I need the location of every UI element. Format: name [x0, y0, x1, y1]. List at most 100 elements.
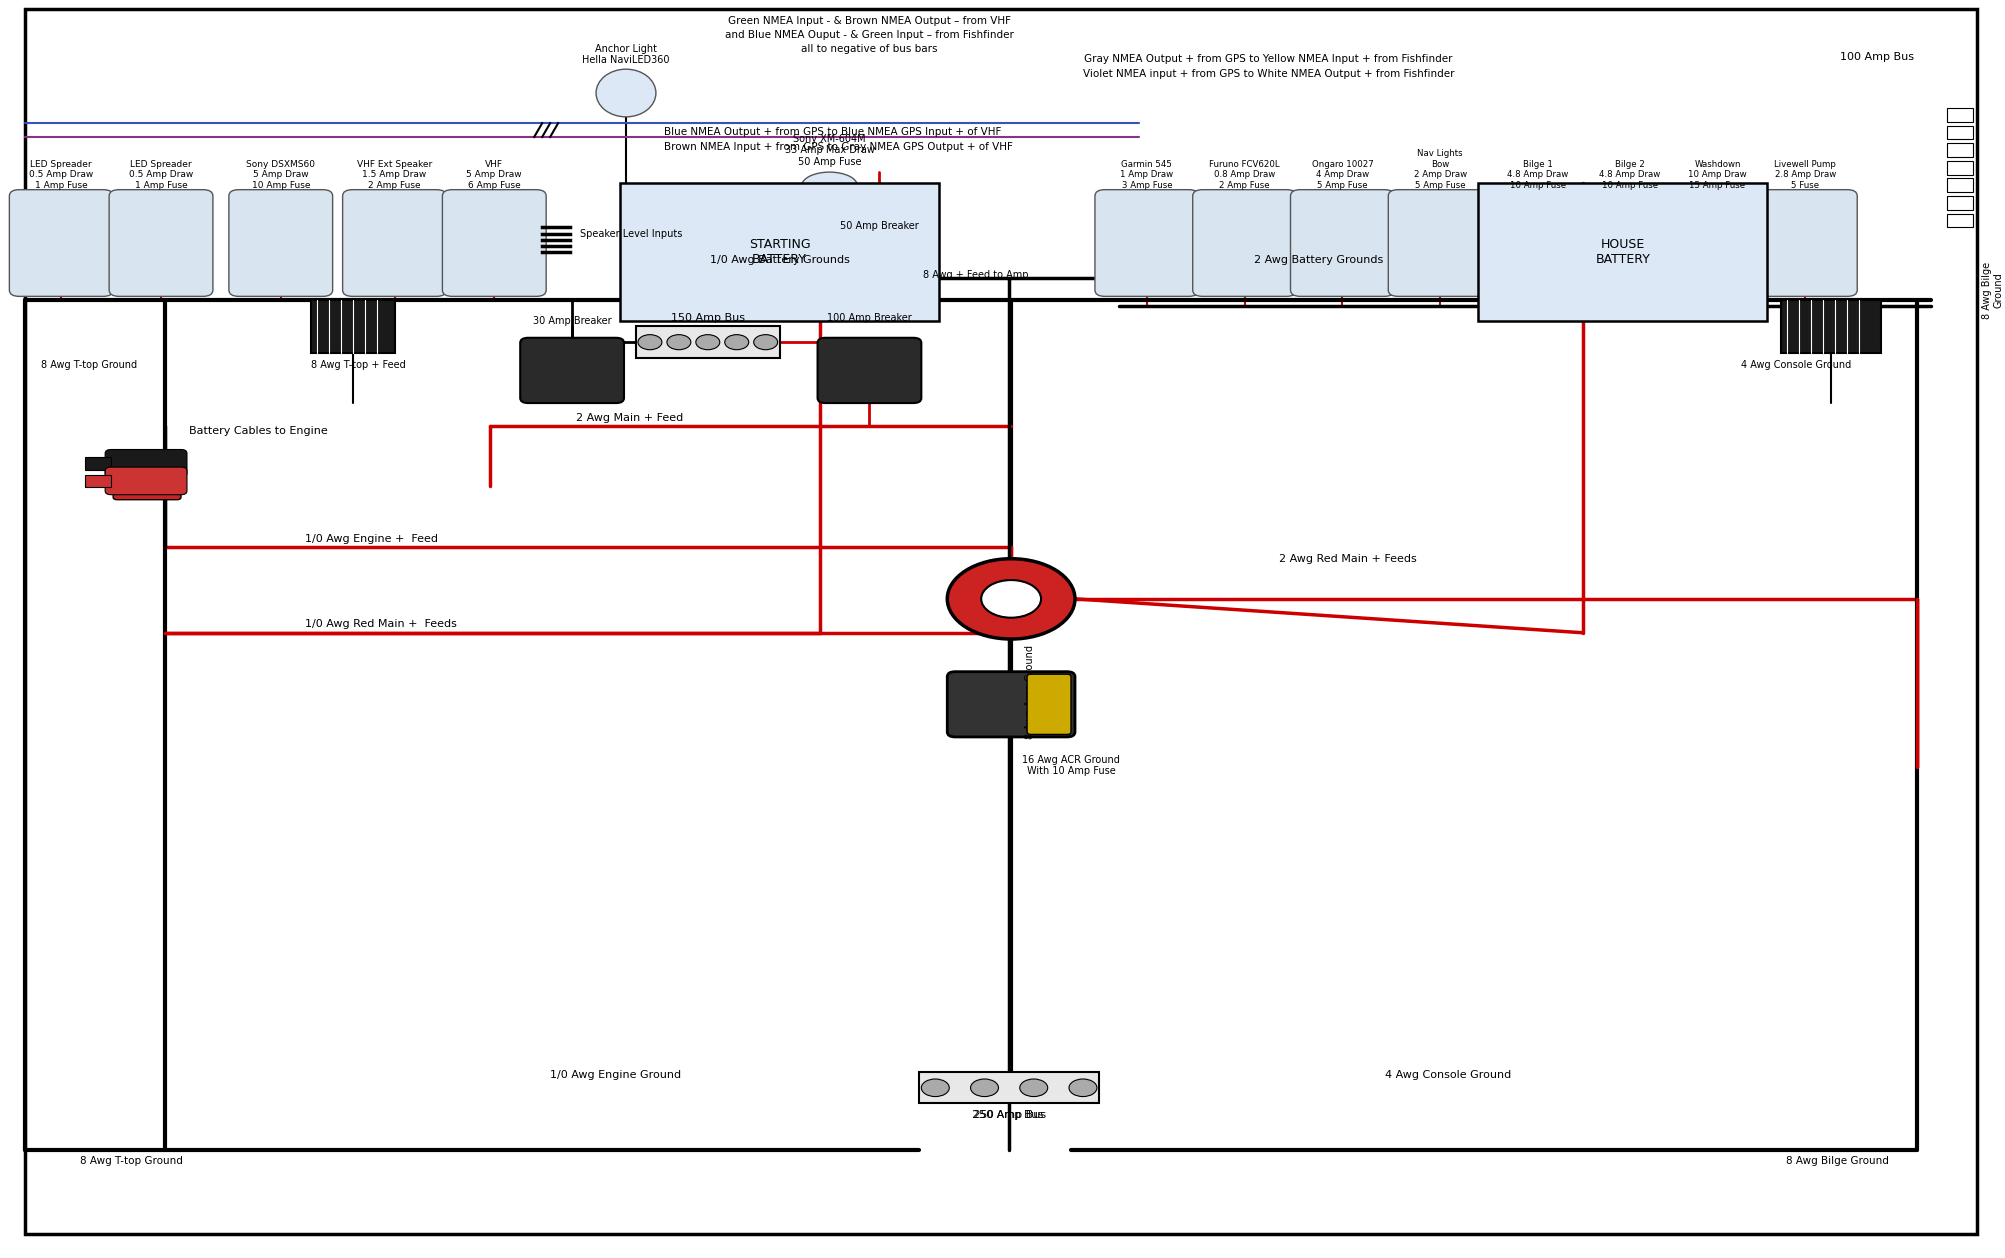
Circle shape [638, 335, 662, 350]
Text: 150 Amp Bus: 150 Amp Bus [670, 313, 744, 323]
Text: 250 Amp Bus: 250 Amp Bus [974, 1110, 1043, 1120]
Bar [1947, 126, 1973, 140]
FancyBboxPatch shape [836, 235, 922, 291]
Text: 2 Awg Red Main + Feeds: 2 Awg Red Main + Feeds [1277, 554, 1416, 564]
Text: 30 Amp Breaker: 30 Amp Breaker [533, 317, 612, 327]
Circle shape [724, 335, 748, 350]
Text: STARTING
BATTERY: STARTING BATTERY [748, 239, 810, 267]
Text: HOUSE
BATTERY: HOUSE BATTERY [1594, 239, 1650, 267]
FancyBboxPatch shape [1752, 190, 1857, 297]
Text: 8 Awg Bilge
Ground: 8 Awg Bilge Ground [1981, 262, 2003, 318]
FancyBboxPatch shape [108, 190, 213, 297]
Text: 1/0 Awg Engine Ground: 1/0 Awg Engine Ground [549, 1069, 682, 1079]
Text: 50 Amp Breaker: 50 Amp Breaker [840, 221, 918, 231]
Text: Livewell Pump
2.8 Amp Draw
5 Fuse: Livewell Pump 2.8 Amp Draw 5 Fuse [1774, 160, 1835, 190]
FancyBboxPatch shape [818, 338, 920, 403]
FancyBboxPatch shape [104, 467, 186, 494]
Bar [1947, 108, 1973, 122]
FancyBboxPatch shape [946, 672, 1075, 737]
Text: VHF
5 Amp Draw
6 Amp Fuse: VHF 5 Amp Draw 6 Amp Fuse [467, 160, 521, 190]
Circle shape [696, 335, 720, 350]
Text: 8 Awg Bilge Ground: 8 Awg Bilge Ground [1784, 1156, 1889, 1166]
Text: 8 Awg Amp Ground: 8 Awg Amp Ground [1025, 645, 1035, 738]
Text: 1/0 Awg Engine +  Feed: 1/0 Awg Engine + Feed [305, 533, 437, 543]
Bar [84, 457, 110, 469]
Circle shape [754, 335, 778, 350]
Bar [1947, 214, 1973, 228]
Ellipse shape [802, 172, 856, 200]
Circle shape [1019, 1079, 1047, 1097]
Text: LED Spreader
0.5 Amp Draw
1 Amp Fuse: LED Spreader 0.5 Amp Draw 1 Amp Fuse [128, 160, 192, 190]
Text: Battery Cables to Engine: Battery Cables to Engine [188, 425, 327, 435]
Circle shape [1069, 1079, 1097, 1097]
Bar [1947, 196, 1973, 210]
Circle shape [980, 580, 1041, 618]
FancyBboxPatch shape [1664, 190, 1768, 297]
Bar [918, 1072, 1099, 1103]
Bar [1947, 161, 1973, 175]
Text: 100 Amp Breaker: 100 Amp Breaker [826, 313, 912, 323]
FancyBboxPatch shape [104, 449, 186, 477]
FancyBboxPatch shape [1027, 674, 1071, 735]
Text: all to negative of bus bars: all to negative of bus bars [800, 44, 936, 54]
Circle shape [920, 1079, 948, 1097]
Text: 8 Awg T-top Ground: 8 Awg T-top Ground [80, 1156, 182, 1166]
Text: 100 Amp Bus: 100 Amp Bus [1839, 52, 1913, 62]
FancyBboxPatch shape [443, 190, 545, 297]
Text: Speaker Level Inputs: Speaker Level Inputs [579, 229, 682, 239]
Bar [84, 474, 110, 487]
Text: 16 Awg ACR Ground
With 10 Amp Fuse: 16 Awg ACR Ground With 10 Amp Fuse [1021, 755, 1119, 776]
Text: Brown NMEA Input + from GPS to Gray NMEA GPS Output + of VHF: Brown NMEA Input + from GPS to Gray NMEA… [664, 142, 1013, 152]
Text: 8 Awg T-top Ground: 8 Awg T-top Ground [42, 360, 138, 370]
FancyBboxPatch shape [1289, 190, 1393, 297]
Bar [311, 301, 395, 352]
Text: Anchor Light
Hella NaviLED360: Anchor Light Hella NaviLED360 [581, 44, 670, 65]
Text: and Blue NMEA Ouput - & Green Input – from Fishfinder: and Blue NMEA Ouput - & Green Input – fr… [724, 30, 1013, 40]
Text: VHF Ext Speaker
1.5 Amp Draw
2 Amp Fuse: VHF Ext Speaker 1.5 Amp Draw 2 Amp Fuse [357, 160, 431, 190]
Bar [1947, 143, 1973, 157]
Bar [636, 327, 780, 357]
FancyBboxPatch shape [10, 190, 112, 297]
FancyBboxPatch shape [112, 472, 180, 499]
FancyBboxPatch shape [519, 338, 624, 403]
Text: 8 Awg T-top + Feed: 8 Awg T-top + Feed [311, 360, 405, 370]
FancyBboxPatch shape [1387, 190, 1492, 297]
Text: Blue NMEA Output + from GPS to Blue NMEA GPS Input + of VHF: Blue NMEA Output + from GPS to Blue NMEA… [664, 127, 1000, 137]
Circle shape [666, 335, 690, 350]
Text: 4 Awg Console Ground: 4 Awg Console Ground [1383, 1069, 1510, 1079]
Text: 4 Awg Console Ground: 4 Awg Console Ground [1740, 360, 1851, 370]
Circle shape [970, 1079, 998, 1097]
Text: 250 Amp Bus: 250 Amp Bus [972, 1110, 1047, 1120]
Text: Sony DSXMS60
5 Amp Draw
10 Amp Fuse: Sony DSXMS60 5 Amp Draw 10 Amp Fuse [247, 160, 315, 190]
Text: 2 Awg Battery Grounds: 2 Awg Battery Grounds [1253, 255, 1381, 265]
Bar [1478, 184, 1766, 322]
Bar [620, 184, 938, 322]
Text: 2 Awg Main + Feed: 2 Awg Main + Feed [575, 413, 684, 423]
Text: Violet NMEA input + from GPS to White NMEA Output + from Fishfinder: Violet NMEA input + from GPS to White NM… [1083, 69, 1454, 79]
Circle shape [946, 559, 1075, 639]
Bar [1947, 179, 1973, 192]
FancyBboxPatch shape [1095, 190, 1199, 297]
Text: 8 Awg + Feed to Amp: 8 Awg + Feed to Amp [922, 270, 1029, 281]
FancyBboxPatch shape [1578, 190, 1680, 297]
Text: Nav Lights
Bow
2 Amp Draw
5 Amp Fuse: Nav Lights Bow 2 Amp Draw 5 Amp Fuse [1414, 150, 1466, 190]
FancyBboxPatch shape [1193, 190, 1295, 297]
FancyBboxPatch shape [229, 190, 333, 297]
Text: 1/0 Awg Battery Grounds: 1/0 Awg Battery Grounds [710, 255, 850, 265]
Text: LED Spreader
0.5 Amp Draw
1 Amp Fuse: LED Spreader 0.5 Amp Draw 1 Amp Fuse [30, 160, 94, 190]
Text: Washdown
10 Amp Draw
15 Amp Fuse: Washdown 10 Amp Draw 15 Amp Fuse [1688, 160, 1746, 190]
FancyBboxPatch shape [343, 190, 447, 297]
Ellipse shape [595, 69, 656, 117]
FancyBboxPatch shape [112, 454, 180, 482]
Text: Gray NMEA Output + from GPS to Yellow NMEA Input + from Fishfinder: Gray NMEA Output + from GPS to Yellow NM… [1085, 54, 1452, 64]
Text: Bilge 2
4.8 Amp Draw
10 Amp Fuse: Bilge 2 4.8 Amp Draw 10 Amp Fuse [1598, 160, 1660, 190]
Text: Green NMEA Input - & Brown NMEA Output – from VHF: Green NMEA Input - & Brown NMEA Output –… [728, 16, 1011, 26]
Text: Bilge 1
4.8 Amp Draw
10 Amp Fuse: Bilge 1 4.8 Amp Draw 10 Amp Fuse [1506, 160, 1568, 190]
Text: Furuno FCV620L
0.8 Amp Draw
2 Amp Fuse: Furuno FCV620L 0.8 Amp Draw 2 Amp Fuse [1209, 160, 1279, 190]
FancyBboxPatch shape [1486, 190, 1590, 297]
Text: Sony XM-604M
33 Amp Max Draw
50 Amp Fuse: Sony XM-604M 33 Amp Max Draw 50 Amp Fuse [784, 133, 874, 167]
Text: Garmin 545
1 Amp Draw
3 Amp Fuse: Garmin 545 1 Amp Draw 3 Amp Fuse [1119, 160, 1173, 190]
Bar [1780, 301, 1881, 352]
Text: Ongaro 10027
4 Amp Draw
5 Amp Fuse: Ongaro 10027 4 Amp Draw 5 Amp Fuse [1311, 160, 1373, 190]
Text: 1/0 Awg Red Main +  Feeds: 1/0 Awg Red Main + Feeds [305, 619, 457, 629]
